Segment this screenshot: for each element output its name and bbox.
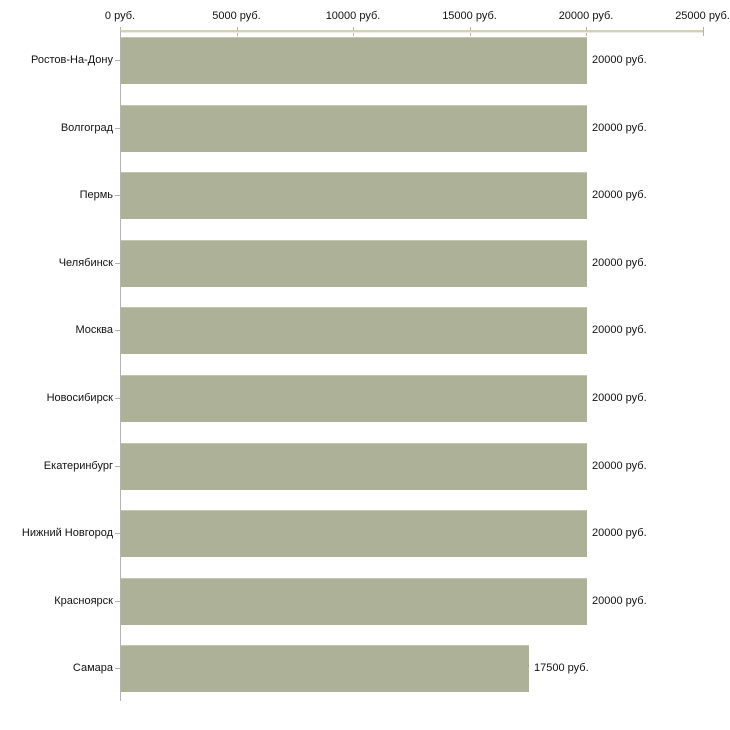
value-label: 20000 руб. (592, 54, 647, 66)
category-label: Москва (75, 324, 113, 336)
bar (121, 105, 587, 152)
bar (121, 375, 587, 422)
category-label: Челябинск (58, 257, 113, 269)
bar-row: Самара 17500 руб. (0, 645, 730, 692)
value-label: 20000 руб. (592, 527, 647, 539)
category-tick-mark (115, 263, 120, 264)
bar (121, 172, 587, 219)
bar (121, 240, 587, 287)
value-label: 20000 руб. (592, 392, 647, 404)
category-label: Екатеринбург (43, 460, 113, 472)
value-label: 17500 руб. (534, 662, 589, 674)
bar-row: Волгоград 20000 руб. (0, 105, 730, 152)
x-axis-tick-label: 0 руб. (104, 10, 136, 22)
category-tick-mark (115, 60, 120, 61)
bar-row: Екатеринбург 20000 руб. (0, 443, 730, 490)
bar (121, 37, 587, 84)
bar-row: Красноярск 20000 руб. (0, 578, 730, 625)
category-tick-mark (115, 195, 120, 196)
value-label: 20000 руб. (592, 122, 647, 134)
bar-row: Москва 20000 руб. (0, 307, 730, 354)
category-tick-mark (115, 601, 120, 602)
bar (121, 307, 587, 354)
value-label: 20000 руб. (592, 460, 647, 472)
bar-row: Челябинск 20000 руб. (0, 240, 730, 287)
category-label: Новосибирск (46, 392, 113, 404)
x-axis-tick-label: 20000 руб. (558, 10, 614, 22)
category-tick-mark (115, 533, 120, 534)
category-label: Волгоград (60, 122, 113, 134)
bar-row: Пермь 20000 руб. (0, 172, 730, 219)
bar (121, 510, 587, 557)
value-label: 20000 руб. (592, 324, 647, 336)
category-label: Самара (72, 662, 113, 674)
category-label: Красноярск (54, 595, 113, 607)
category-tick-mark (115, 668, 120, 669)
category-tick-mark (115, 398, 120, 399)
x-axis-tick-mark (703, 27, 704, 36)
category-label: Пермь (79, 189, 113, 201)
category-label: Нижний Новгород (21, 527, 113, 539)
y-axis-line (120, 31, 121, 701)
bar-row: Новосибирск 20000 руб. (0, 375, 730, 422)
category-label: Ростов-На-Дону (30, 54, 113, 66)
x-axis-tick-label: 25000 руб. (675, 10, 730, 22)
x-axis-tick-label: 5000 руб. (212, 10, 261, 22)
category-tick-mark (115, 330, 120, 331)
value-label: 20000 руб. (592, 595, 647, 607)
value-label: 20000 руб. (592, 189, 647, 201)
bar-row: Ростов-На-Дону 20000 руб. (0, 37, 730, 84)
x-axis-line (120, 30, 703, 33)
x-axis-tick-label: 15000 руб. (442, 10, 497, 22)
bar (121, 645, 529, 692)
x-axis-tick-label: 10000 руб. (325, 10, 381, 22)
bar-row: Нижний Новгород 20000 руб. (0, 510, 730, 557)
value-label: 20000 руб. (592, 257, 647, 269)
category-tick-mark (115, 128, 120, 129)
category-tick-mark (115, 466, 120, 467)
bar (121, 443, 587, 490)
bar (121, 578, 587, 625)
